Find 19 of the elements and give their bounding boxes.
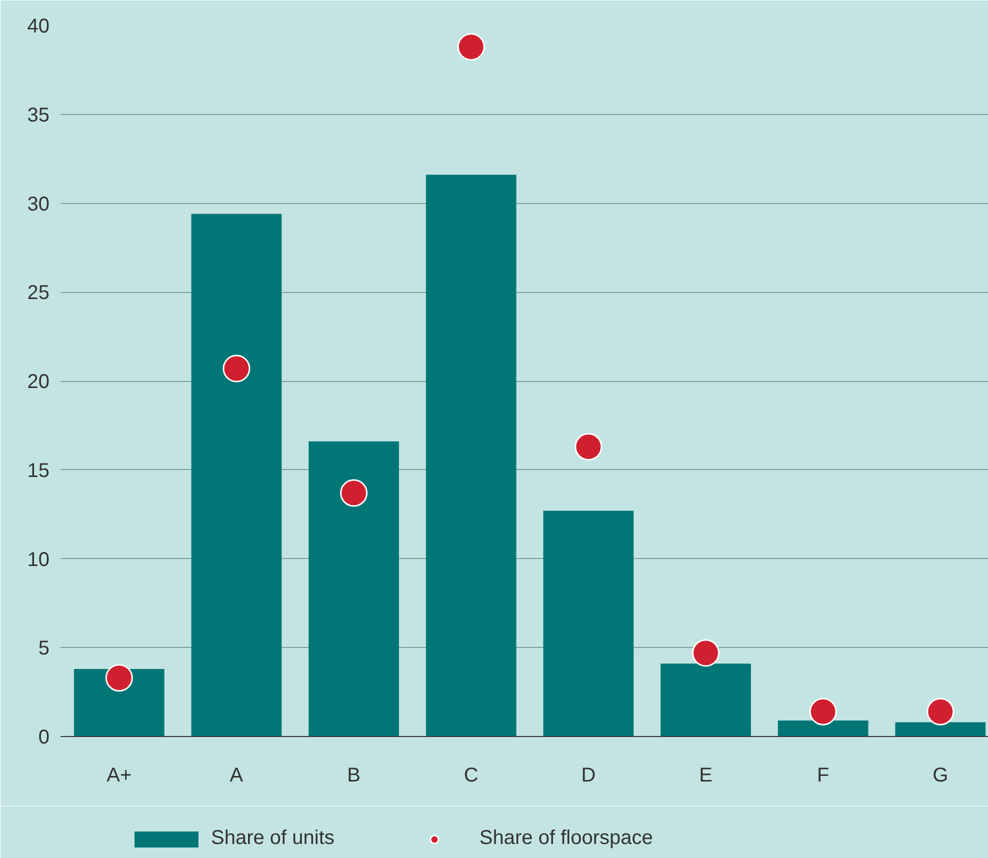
y-tick-label: 20 [27,371,50,393]
y-tick-label: 10 [27,548,50,571]
x-tick-label: G [932,764,948,786]
y-tick-label: 25 [27,282,50,304]
x-tick-label: D [581,764,596,786]
x-tick-label: B [347,764,360,786]
y-tick-label: 5 [38,638,50,660]
y-tick-label: 40 [27,16,50,38]
y-tick-label: 30 [27,193,50,216]
y-tick-label: 35 [27,104,50,126]
x-tick-label: A [230,764,244,786]
legend-label: Share of units [211,827,334,850]
x-tick-label: F [816,764,830,786]
y-tick-label: 15 [27,460,50,482]
y-tick-label: 0 [38,726,50,748]
legend-label: Share of floorspace [479,827,653,850]
x-tick-label: C [464,764,478,786]
x-tick-label: A+ [106,764,132,786]
x-tick-label: E [699,764,712,786]
